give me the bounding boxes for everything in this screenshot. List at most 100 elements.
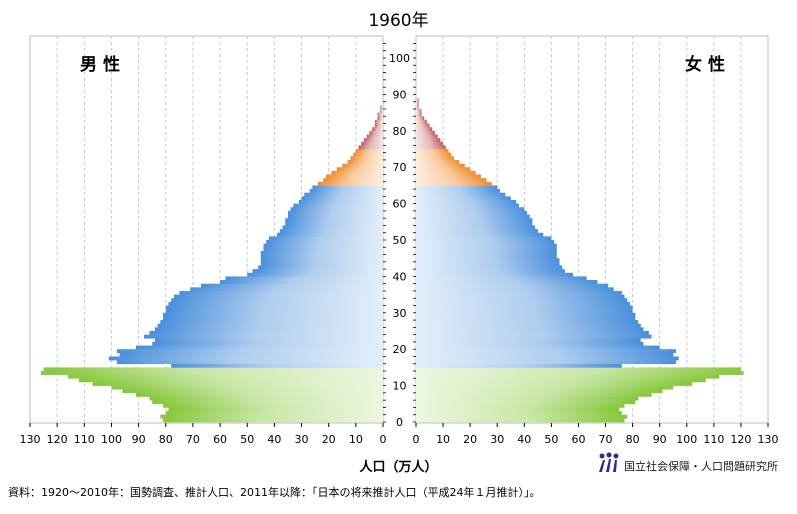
male-bar-age-49	[266, 240, 383, 244]
female-bar-age-48	[416, 243, 557, 248]
female-bar-age-44	[416, 258, 560, 263]
male-bar-age-53	[282, 225, 383, 230]
female-bar-age-18	[416, 352, 674, 357]
male-bar-age-69	[336, 167, 383, 172]
male-bar-age-22	[154, 338, 383, 343]
male-bar-age-75	[358, 145, 383, 150]
male-bar-age-39	[225, 276, 383, 281]
x-tick-label-male: 20	[322, 433, 336, 446]
female-bar-age-86	[416, 105, 419, 110]
male-bar-age-14	[43, 367, 383, 372]
female-bar-age-81	[416, 123, 430, 128]
female-bar-age-38	[416, 280, 598, 284]
male-bar-age-79	[369, 130, 383, 135]
male-bar-age-63	[309, 189, 383, 193]
female-bar-age-2	[416, 411, 622, 416]
male-bar-age-82	[374, 119, 383, 124]
female-bar-age-30	[416, 309, 633, 314]
male-bar-age-38	[220, 280, 383, 284]
x-tick-label-female: 120	[730, 433, 751, 446]
female-bar-age-57	[416, 210, 528, 215]
female-bar-age-7	[416, 392, 652, 397]
male-bar-age-5	[152, 400, 383, 405]
male-bar-age-70	[342, 163, 383, 168]
female-bar-age-51	[416, 232, 544, 237]
male-bar-age-62	[304, 192, 383, 197]
female-bar-age-15	[416, 363, 622, 368]
female-bar-age-80	[416, 127, 433, 132]
male-bar-age-6	[149, 396, 383, 401]
x-tick-label-male: 100	[101, 433, 122, 446]
female-bar-age-24	[416, 331, 649, 335]
female-bar-age-12	[416, 374, 720, 379]
female-bar-age-85	[416, 108, 422, 113]
male-bar-age-3	[168, 407, 383, 412]
male-bar-age-71	[347, 159, 383, 164]
male-bar-age-30	[165, 309, 383, 314]
female-bar-age-36	[416, 287, 614, 292]
male-bar-age-86	[380, 105, 383, 110]
female-bar-age-64	[416, 185, 498, 190]
x-tick-label-female: 60	[571, 433, 585, 446]
male-bar-age-29	[163, 312, 383, 317]
x-tick-label-female: 40	[517, 433, 531, 446]
female-bar-age-49	[416, 240, 555, 244]
female-bar-age-52	[416, 229, 538, 234]
female-bar-age-0	[416, 418, 625, 423]
x-tick-label-male: 40	[267, 433, 281, 446]
male-bar-age-81	[374, 123, 383, 128]
male-bar-age-43	[260, 261, 383, 266]
male-bar-age-78	[366, 134, 383, 139]
female-bar-age-61	[416, 196, 511, 201]
female-bar-age-76	[416, 141, 444, 146]
x-tick-label-male: 110	[74, 433, 95, 446]
age-tick-label: 90	[393, 88, 407, 101]
male-bar-age-16	[116, 360, 384, 365]
male-bar-age-42	[258, 265, 383, 270]
female-bar-age-35	[416, 290, 622, 295]
x-tick-label-male: 60	[213, 433, 227, 446]
age-tick-label: 30	[393, 307, 407, 320]
x-tick-label-female: 0	[413, 433, 420, 446]
female-bar-age-77	[416, 138, 441, 143]
male-bar-age-17	[108, 356, 383, 361]
male-bar-age-65	[317, 181, 383, 186]
female-bar-age-56	[416, 214, 530, 219]
female-bar-age-84	[416, 112, 422, 117]
male-bar-age-67	[325, 174, 383, 179]
male-bar-age-23	[144, 334, 383, 339]
x-tick-label-male: 120	[47, 433, 68, 446]
female-bar-age-47	[416, 247, 557, 252]
male-bar-age-84	[377, 112, 383, 117]
male-bar-age-50	[268, 236, 383, 241]
female-bar-age-54	[416, 221, 533, 226]
female-bar-age-19	[416, 349, 676, 354]
age-tick-label: 50	[393, 234, 407, 247]
male-bar-age-27	[160, 320, 383, 325]
female-bar-age-6	[416, 396, 639, 401]
female-bar-age-9	[416, 385, 674, 390]
female-bar-age-78	[416, 134, 438, 139]
male-bar-age-40	[247, 272, 383, 277]
male-bar-age-66	[323, 178, 383, 183]
female-bar-age-75	[416, 145, 446, 150]
male-bar-age-80	[372, 127, 383, 132]
female-bar-age-43	[416, 261, 560, 266]
x-tick-label-male: 80	[159, 433, 173, 446]
x-tick-label-female: 130	[758, 433, 779, 446]
female-bar-age-17	[416, 356, 679, 361]
male-bar-age-68	[331, 170, 383, 175]
age-tick-label: 40	[393, 270, 407, 283]
x-tick-label-female: 20	[463, 433, 477, 446]
female-bar-age-72	[416, 156, 454, 161]
male-bar-age-1	[160, 414, 383, 419]
org-logo	[597, 452, 621, 474]
org-name: 国立社会保障・人口問題研究所	[624, 460, 778, 473]
female-bar-age-4	[416, 403, 625, 408]
male-bar-age-34	[173, 294, 383, 299]
x-tick-label-female: 90	[653, 433, 667, 446]
female-bar-age-31	[416, 305, 633, 310]
male-bar-age-44	[260, 258, 383, 263]
x-tick-label-male: 50	[240, 433, 254, 446]
female-label: 女 性	[685, 54, 725, 75]
